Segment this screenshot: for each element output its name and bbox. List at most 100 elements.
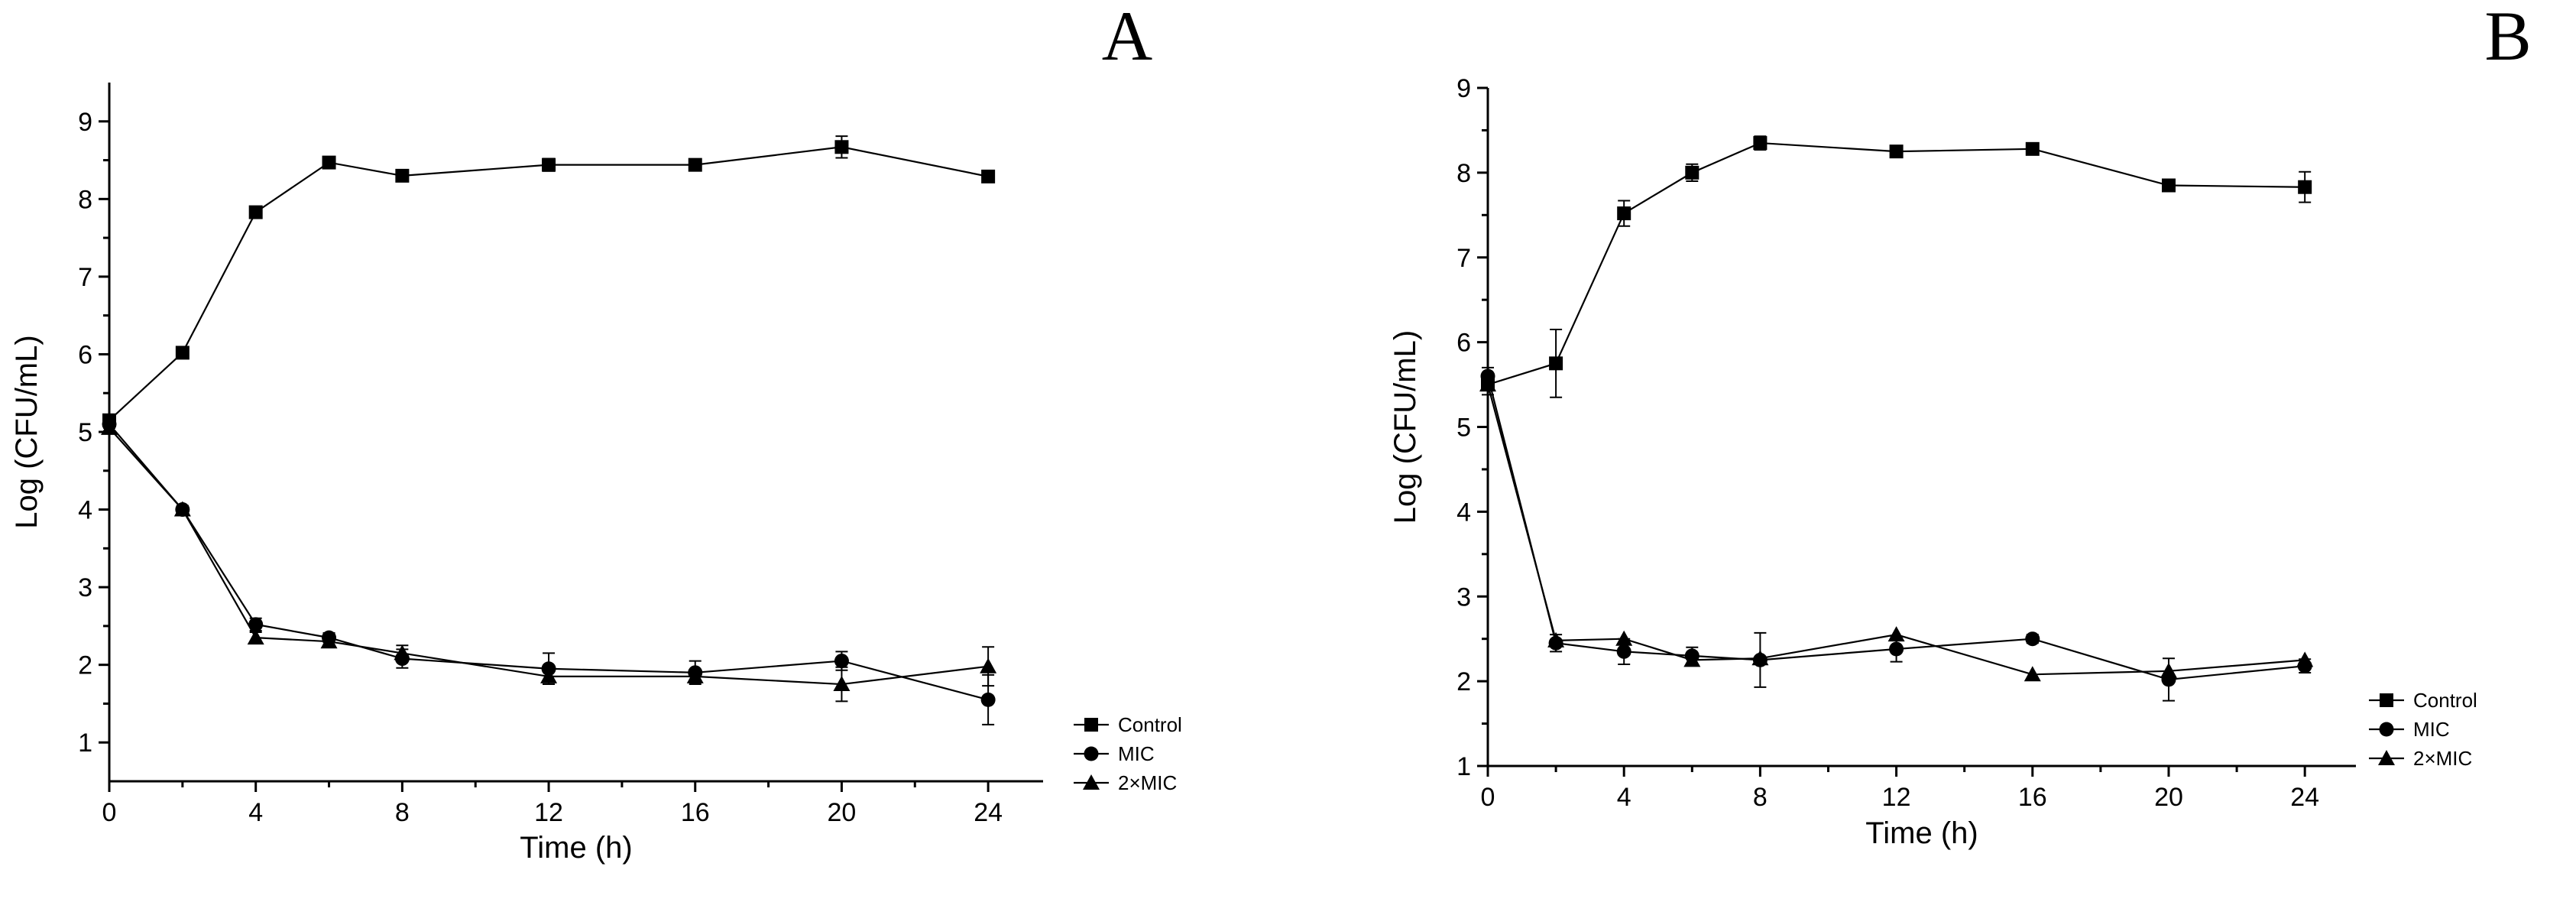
legend-label: 2×MIC — [2413, 747, 2472, 770]
y-tick-label: 6 — [78, 340, 92, 369]
x-tick-label: 24 — [974, 798, 1003, 827]
y-tick-label: 9 — [78, 108, 92, 137]
legend-marker — [2378, 750, 2395, 765]
x-tick-label: 24 — [2290, 783, 2319, 812]
x-tick-label: 0 — [1481, 783, 1495, 812]
legend-marker — [1084, 746, 1099, 761]
y-tick-label: 1 — [1456, 752, 1471, 781]
data-point — [394, 644, 411, 660]
y-tick-label: 4 — [78, 496, 92, 525]
data-point — [1480, 368, 1495, 384]
y-tick-label: 2 — [78, 651, 92, 680]
data-point — [1889, 641, 1904, 657]
x-tick-label: 4 — [248, 798, 263, 827]
legend-entry: Control — [2369, 689, 2477, 712]
data-point — [1547, 631, 1565, 647]
legend-entry: MIC — [2369, 718, 2450, 741]
legend-marker — [2380, 693, 2393, 707]
y-tick-label: 7 — [78, 263, 92, 292]
data-point — [173, 501, 191, 517]
data-point — [395, 168, 410, 183]
y-axis-title: Log (CFU/mL) — [10, 335, 44, 528]
y-tick-label: 3 — [78, 573, 92, 602]
data-point — [2298, 180, 2312, 194]
x-tick-label: 16 — [681, 798, 710, 827]
y-tick-label: 6 — [1456, 329, 1471, 358]
x-axis-title: Time (h) — [520, 831, 632, 865]
data-point — [322, 155, 336, 170]
data-point — [1753, 136, 1768, 151]
legend-marker — [1084, 718, 1098, 732]
data-point — [2024, 666, 2041, 682]
data-point — [175, 346, 190, 360]
legend-marker — [1083, 774, 1100, 790]
series-line — [109, 146, 989, 421]
x-tick-label: 4 — [1617, 783, 1631, 812]
legend-label: 2×MIC — [1118, 771, 1177, 794]
data-point — [686, 667, 704, 683]
x-tick-label: 0 — [102, 798, 117, 827]
legend-entry: Control — [1074, 713, 1182, 736]
data-point — [1615, 630, 1633, 646]
data-point — [2160, 662, 2177, 678]
legend-entry: MIC — [1074, 742, 1155, 765]
data-point — [1889, 144, 1904, 159]
data-point — [2025, 141, 2040, 156]
x-tick-label: 12 — [1882, 783, 1911, 812]
data-point — [980, 692, 996, 707]
legend-label: MIC — [2413, 718, 2450, 741]
data-point — [1683, 651, 1701, 667]
y-tick-label: 8 — [1456, 159, 1471, 188]
y-tick-label: 5 — [78, 418, 92, 447]
legend-label: Control — [2413, 689, 2477, 712]
data-point — [1751, 650, 1769, 666]
data-point — [2296, 651, 2314, 667]
series-control — [1481, 135, 2312, 398]
series-control — [102, 135, 996, 427]
data-point — [981, 169, 996, 183]
legend-marker — [2379, 722, 2394, 737]
data-point — [1616, 644, 1631, 659]
legend-entry: 2×MIC — [1074, 771, 1177, 794]
data-point — [1685, 165, 1700, 180]
panel-letter: B — [2484, 0, 2531, 75]
data-point — [248, 205, 263, 219]
y-tick-label: 4 — [1456, 498, 1471, 527]
y-tick-label: 8 — [78, 185, 92, 214]
data-point — [980, 657, 997, 673]
x-tick-label: 8 — [1753, 783, 1768, 812]
data-point — [2025, 631, 2040, 647]
legend-entry: 2×MIC — [2369, 747, 2472, 770]
data-point — [1549, 356, 1563, 371]
y-axis-title: Log (CFU/mL) — [1388, 330, 1422, 524]
data-point — [101, 419, 118, 435]
y-tick-label: 7 — [1456, 244, 1471, 273]
series-mic — [1480, 366, 2312, 702]
data-point — [542, 157, 556, 172]
x-tick-label: 16 — [2018, 783, 2047, 812]
y-tick-label: 9 — [1456, 74, 1471, 103]
y-tick-label: 1 — [78, 729, 92, 758]
x-tick-label: 20 — [828, 798, 857, 827]
legend-label: Control — [1118, 713, 1182, 736]
series-2-mic — [101, 419, 997, 703]
series-2-mic — [1479, 376, 2314, 682]
data-point — [1617, 206, 1631, 221]
data-point — [833, 676, 851, 692]
x-axis-title: Time (h) — [1865, 816, 1978, 850]
x-tick-label: 20 — [2154, 783, 2183, 812]
data-point — [688, 157, 702, 172]
y-tick-label: 3 — [1456, 583, 1471, 612]
x-tick-label: 12 — [534, 798, 563, 827]
series-line — [109, 427, 989, 686]
data-point — [247, 629, 264, 645]
y-tick-label: 5 — [1456, 414, 1471, 443]
data-point — [248, 617, 264, 632]
data-point — [1887, 626, 1905, 642]
legend-label: MIC — [1118, 742, 1155, 765]
y-tick-label: 2 — [1456, 667, 1471, 696]
